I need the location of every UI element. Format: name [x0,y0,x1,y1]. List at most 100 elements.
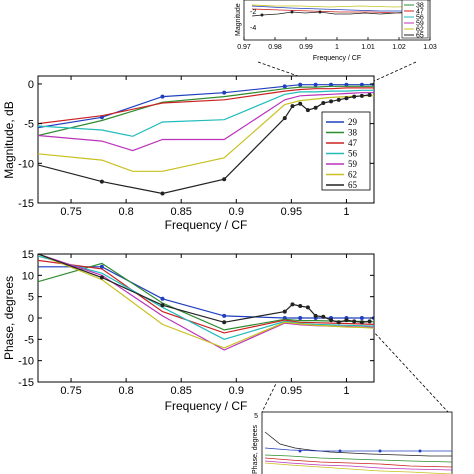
inset-xtick-label: 0.98 [268,44,282,51]
phase-inset-line-magenta [264,460,453,471]
magnitude-inset-legend-box [401,0,429,39]
phase-ytick-label: 5 [28,292,34,304]
magnitude-xtick-label: 0.9 [229,206,244,218]
magnitude-series-47 [38,87,374,125]
phase-point-65 [222,320,227,325]
magnitude-xtick-label: 0.75 [60,206,81,218]
phase-xtick-label: 0.9 [229,385,244,397]
inset-marker [290,10,294,14]
inset-legend-label-47: 47 [416,9,424,16]
phase-point-29 [160,296,165,301]
legend-label-59: 59 [348,159,358,169]
phase-point-65 [359,320,364,325]
phase-point-65 [367,319,372,324]
phase-point-29 [298,316,303,320]
magnitude-xtick-label: 0.8 [118,206,133,218]
magnitude-series-59 [38,92,374,152]
phase-point-65 [329,318,334,323]
phase-point-65 [321,314,326,319]
phase-series-62 [38,254,374,349]
magnitude-series-65 [38,94,370,195]
legend-label-29: 29 [348,117,358,127]
magnitude-point-65 [282,116,287,121]
phase-inset-line-red [264,457,453,468]
magnitude-point-65 [222,177,227,182]
phase-series-47 [38,259,374,334]
legend-label-56: 56 [348,149,358,159]
magnitude-panel: 0.75 0.8 0.85 0.9 0.95 1 0 -5 -10 -15 Frequency … [2,75,375,232]
inset-xtick-label: 1.02 [392,44,406,51]
magnitude-inset-xlabel: Frequency / CF [313,55,361,62]
magnitude-point-29 [282,84,287,89]
phase-inset-line-yellow [264,462,453,474]
phase-inset-line-green [264,454,453,463]
legend-label-65: 65 [348,180,358,190]
phase-ytick-label: 10 [22,270,34,282]
phase-inset-line-blue [264,447,452,452]
phase-xtick-label: 0.75 [60,385,81,397]
inset-line-yellow [251,4,429,8]
magnitude-point-29 [160,94,165,99]
phase-point-65 [344,318,349,323]
magnitude-point-65 [352,94,357,99]
phase-point-29 [359,316,364,320]
inset-marker [260,13,264,17]
phase-point-29 [222,313,227,318]
inset-legend-label-56: 56 [416,15,424,22]
inset-xtick-label: 1.03 [423,44,437,51]
magnitude-ytick-label: -15 [18,198,34,210]
inset-connector-right [371,61,417,83]
magnitude-point-65 [298,101,303,106]
inset-xtick-label: 0.99 [299,44,313,51]
phase-xtick-label: 0.8 [118,385,133,397]
magnitude-ytick-label: 0 [28,79,34,91]
inset-ytick-label: -2 [250,9,256,16]
inset-marker [318,10,322,14]
phase-ylabel: Phase, degrees [2,276,16,360]
phase-point-65 [282,309,287,314]
magnitude-ylabel: Magnitude, dB [2,101,16,178]
inset-line-blue [251,5,420,12]
magnitude-series-56 [38,89,374,137]
phase-xtick-label: 1 [343,385,349,397]
magnitude-inset-ylabel: Magnitude [235,3,242,36]
phase-inset-ytick: 5 [254,413,258,420]
magnitude-point-65 [367,93,372,98]
inset-legend-label-59: 59 [416,21,424,28]
magnitude-point-29 [222,90,227,95]
legend-label-38: 38 [348,128,358,138]
inset-connector-right [371,329,449,413]
phase-point-65 [305,305,310,310]
inset-xtick-label: 1.01 [361,44,375,51]
inset-legend-label-62: 62 [416,27,424,34]
phase-point-65 [290,302,295,307]
phase-inset-marker [378,449,382,453]
magnitude-xtick-label: 1 [343,206,349,218]
magnitude-legend-box [321,111,371,191]
phase-xlabel: Frequency / CF [165,399,248,413]
phase-ytick-label: -15 [18,377,34,389]
inset-line-black [251,11,428,17]
magnitude-point-65 [359,93,364,98]
magnitude-point-65 [99,179,104,184]
phase-ytick-label: -5 [24,334,34,346]
magnitude-point-65 [336,97,341,102]
inset-xtick-label: 1 [335,44,339,51]
inset-legend-label-38: 38 [416,3,424,10]
inset-xtick-label: 0.97 [237,44,251,51]
phase-inset-frame [261,411,453,474]
phase-inset-ylabel: Phase, degrees [252,424,259,474]
magnitude-point-65 [344,96,349,101]
phase-point-65 [352,319,357,324]
phase-point-65 [160,303,165,308]
phase-ytick-label: 15 [22,249,34,261]
phase-point-65 [313,313,318,318]
phase-point-65 [298,304,303,309]
phase-inset-marker [338,449,342,453]
magnitude-point-65 [329,99,334,104]
phase-inset: 5 Phase, degrees [252,411,453,474]
